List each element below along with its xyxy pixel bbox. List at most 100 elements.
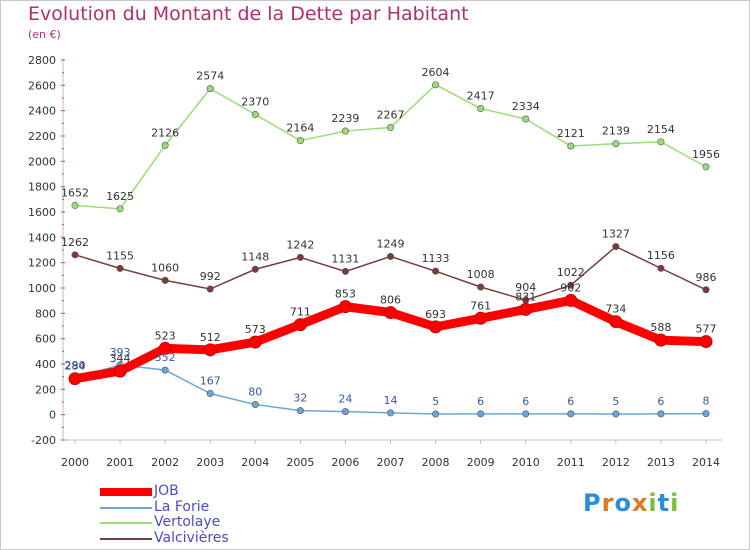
logo-letter: r (601, 489, 615, 517)
data-point-valcivieres (612, 243, 620, 251)
data-label-valcivieres: 1131 (331, 252, 359, 265)
data-label-vertolaye: 2126 (151, 126, 179, 139)
data-point-la-forie (386, 409, 394, 417)
data-label-job: 588 (650, 321, 671, 334)
data-point-job (654, 333, 668, 347)
data-point-job (248, 335, 262, 349)
data-label-vertolaye: 1625 (106, 190, 134, 203)
data-label-job: 512 (200, 331, 221, 344)
data-label-la-forie: 6 (657, 395, 664, 408)
data-label-valcivieres: 1008 (467, 268, 495, 281)
data-label-valcivieres: 1133 (422, 252, 450, 265)
data-label-vertolaye: 2154 (647, 123, 675, 136)
y-tick-label: 1000 (28, 282, 56, 295)
data-label-job: 902 (560, 281, 581, 294)
y-tick-label: 200 (35, 383, 56, 396)
data-point-vertolaye (522, 115, 530, 123)
data-label-vertolaye: 2604 (422, 66, 450, 79)
data-point-valcivieres (432, 267, 440, 275)
data-label-valcivieres: 1156 (647, 249, 675, 262)
data-point-la-forie (567, 410, 575, 418)
y-tick-label: 400 (35, 358, 56, 371)
data-label-vertolaye: 1652 (61, 186, 89, 199)
data-point-job (338, 300, 352, 314)
data-label-vertolaye: 2121 (557, 127, 585, 140)
data-label-valcivieres: 1249 (377, 237, 405, 250)
y-tick-label: 800 (35, 307, 56, 320)
chart-subtitle: (en €) (28, 28, 61, 41)
data-label-job: 734 (605, 303, 626, 316)
data-point-valcivieres (386, 252, 394, 260)
x-tick-label: 2014 (692, 456, 720, 469)
data-point-job (113, 364, 127, 378)
data-point-vertolaye (341, 127, 349, 135)
data-label-job: 284 (65, 360, 86, 373)
data-point-la-forie (296, 407, 304, 415)
data-point-job (609, 315, 623, 329)
data-label-job: 853 (335, 288, 356, 301)
legend-label-vertolaye: Vertolaye (154, 514, 221, 530)
data-label-job: 693 (425, 308, 446, 321)
data-label-la-forie: 5 (432, 395, 439, 408)
data-label-job: 711 (290, 306, 311, 319)
data-label-la-forie: 24 (338, 393, 352, 406)
y-tick-label: 1200 (28, 257, 56, 270)
y-tick-label: 2400 (28, 105, 56, 118)
data-point-valcivieres (702, 286, 710, 294)
y-tick-label: -200 (31, 434, 56, 447)
data-point-valcivieres (567, 281, 575, 289)
data-point-la-forie (702, 410, 710, 418)
data-label-la-forie: 5 (612, 395, 619, 408)
legend-item-job: JOB (100, 483, 320, 500)
data-label-job: 577 (696, 323, 717, 336)
x-tick-label: 2007 (377, 456, 405, 469)
data-point-la-forie (206, 390, 214, 398)
data-label-vertolaye: 2574 (196, 70, 224, 83)
proxiti-logo: Proxiti (583, 489, 679, 517)
data-point-valcivieres (657, 264, 665, 272)
data-point-la-forie (657, 410, 665, 418)
x-tick-label: 2001 (106, 456, 134, 469)
data-label-la-forie: 8 (703, 395, 710, 408)
y-tick-label: 2800 (28, 54, 56, 67)
logo-letter: t (657, 489, 671, 517)
data-point-valcivieres (116, 264, 124, 272)
data-point-job (158, 341, 172, 355)
data-label-valcivieres: 1155 (106, 249, 134, 262)
logo-letter: i (670, 489, 680, 517)
data-label-job: 761 (470, 299, 491, 312)
logo-letter: x (631, 489, 649, 517)
data-label-valcivieres: 1148 (241, 250, 269, 263)
data-point-vertolaye (251, 110, 259, 118)
data-point-valcivieres (206, 285, 214, 293)
data-label-la-forie: 393 (110, 346, 131, 359)
data-label-job: 573 (245, 323, 266, 336)
data-point-vertolaye (116, 205, 124, 213)
data-point-vertolaye (386, 124, 394, 132)
data-label-la-forie: 14 (384, 394, 398, 407)
data-point-valcivieres (296, 253, 304, 261)
y-tick-label: 600 (35, 333, 56, 346)
data-label-valcivieres: 1060 (151, 261, 179, 274)
data-point-job (203, 343, 217, 357)
data-label-valcivieres: 986 (696, 271, 717, 284)
data-label-job: 831 (515, 290, 536, 303)
x-tick-label: 2010 (512, 456, 540, 469)
data-point-vertolaye (432, 81, 440, 89)
y-tick-label: 0 (49, 409, 56, 422)
data-point-job (68, 372, 82, 386)
data-point-job (293, 318, 307, 332)
data-label-la-forie: 32 (293, 392, 307, 405)
data-label-la-forie: 80 (248, 386, 262, 399)
data-label-valcivieres: 1242 (286, 238, 314, 251)
x-tick-label: 2005 (286, 456, 314, 469)
y-tick-label: 1400 (28, 231, 56, 244)
data-label-valcivieres: 1327 (602, 228, 630, 241)
data-label-la-forie: 6 (567, 395, 574, 408)
data-label-vertolaye: 2139 (602, 125, 630, 138)
data-label-valcivieres: 992 (200, 270, 221, 283)
data-label-valcivieres: 1022 (557, 266, 585, 279)
legend-label-job: JOB (154, 483, 179, 499)
x-tick-label: 2006 (331, 456, 359, 469)
